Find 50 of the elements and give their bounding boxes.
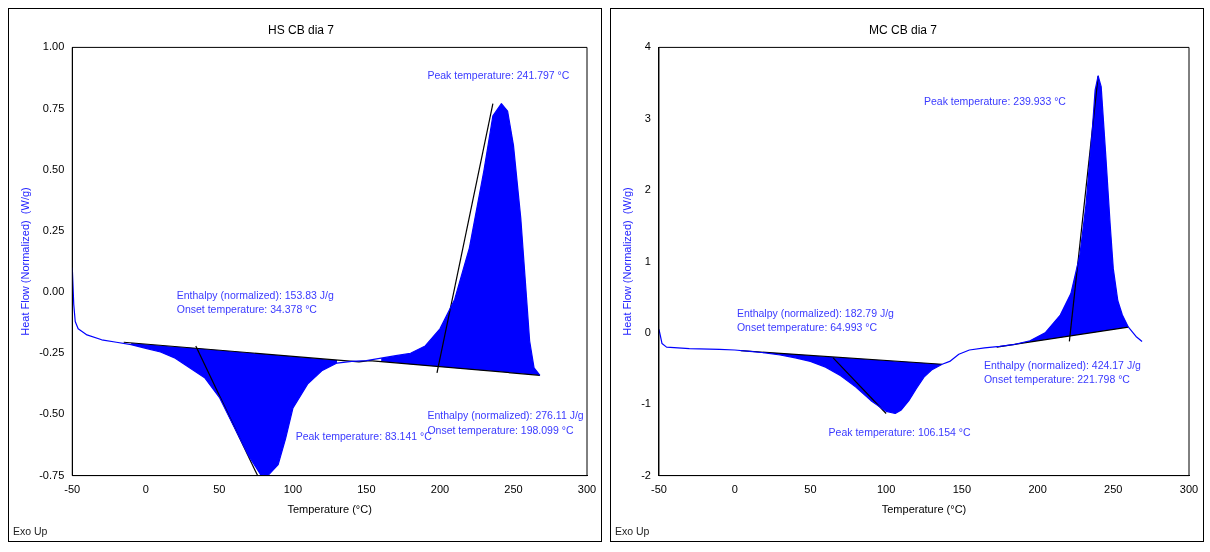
y-tick-label: 1 xyxy=(644,254,651,267)
x-tick-label: 50 xyxy=(213,483,226,496)
x-tick-label: -50 xyxy=(64,483,81,496)
x-tick-label: 300 xyxy=(1179,483,1199,496)
y-tick-label: -2 xyxy=(641,468,651,481)
text: Exo Up xyxy=(615,524,650,537)
annotation: Onset temperature: 64.993 °C xyxy=(736,321,878,334)
y-tick-label: -1 xyxy=(641,397,651,410)
y-tick-label: -0.25 xyxy=(39,346,65,359)
annotation: Enthalpy (normalized): 182.79 J/g xyxy=(736,307,895,320)
x-axis-title: Temperature (°C) xyxy=(287,503,372,516)
y-tick-label: 0 xyxy=(644,325,651,338)
x-tick-label: 250 xyxy=(504,483,523,496)
annotation: Enthalpy (normalized): 153.83 J/g xyxy=(176,288,334,301)
annotation: Onset temperature: 198.099 °C xyxy=(427,423,574,436)
text: Exo Up xyxy=(13,524,48,537)
y-tick-label: 1.00 xyxy=(42,40,65,53)
y-tick-label: -0.75 xyxy=(39,468,65,481)
y-tick-label: 4 xyxy=(644,40,651,53)
x-tick-label: 150 xyxy=(357,483,376,496)
y-axis-title: Heat Flow (Normalized) (W/g) xyxy=(620,187,633,336)
x-tick-label: 200 xyxy=(1028,483,1047,496)
x-tick-label: 0 xyxy=(142,483,149,496)
chart-title: HS CB dia 7 xyxy=(267,22,335,37)
x-tick-label: 100 xyxy=(283,483,303,496)
x-tick-label: 100 xyxy=(876,483,896,496)
y-axis-title: Heat Flow (Normalized) (W/g) xyxy=(18,187,31,336)
y-tick-label: 3 xyxy=(644,111,651,124)
x-tick-label: 150 xyxy=(952,483,972,496)
y-tick-label: 0.50 xyxy=(42,162,65,175)
x-tick-label: 50 xyxy=(804,483,817,496)
annotation: Peak temperature: 241.797 °C xyxy=(427,68,570,81)
annotation: Enthalpy (normalized): 424.17 J/g xyxy=(983,359,1142,372)
x-tick-label: 0 xyxy=(731,483,738,496)
y-tick-label: -0.50 xyxy=(39,407,65,420)
x-axis-title: Temperature (°C) xyxy=(881,503,967,516)
annotation: Peak temperature: 239.933 °C xyxy=(923,94,1067,107)
x-tick-label: 300 xyxy=(577,483,597,496)
x-tick-label: 200 xyxy=(430,483,450,496)
y-tick-label: 0.75 xyxy=(42,101,65,114)
annotation: Onset temperature: 221.798 °C xyxy=(983,373,1131,385)
y-tick-label: 0.25 xyxy=(42,223,65,236)
chart-title: MC CB dia 7 xyxy=(868,22,938,37)
x-tick-label: -50 xyxy=(651,483,667,496)
y-tick-label: 2 xyxy=(644,183,651,196)
annotation: Onset temperature: 34.378 °C xyxy=(176,302,318,315)
annotation: Enthalpy (normalized): 276.11 J/g xyxy=(427,409,584,422)
x-tick-label: 250 xyxy=(1104,483,1123,496)
y-tick-label: 0.00 xyxy=(42,285,65,298)
annotation: Peak temperature: 106.154 °C xyxy=(828,425,971,438)
